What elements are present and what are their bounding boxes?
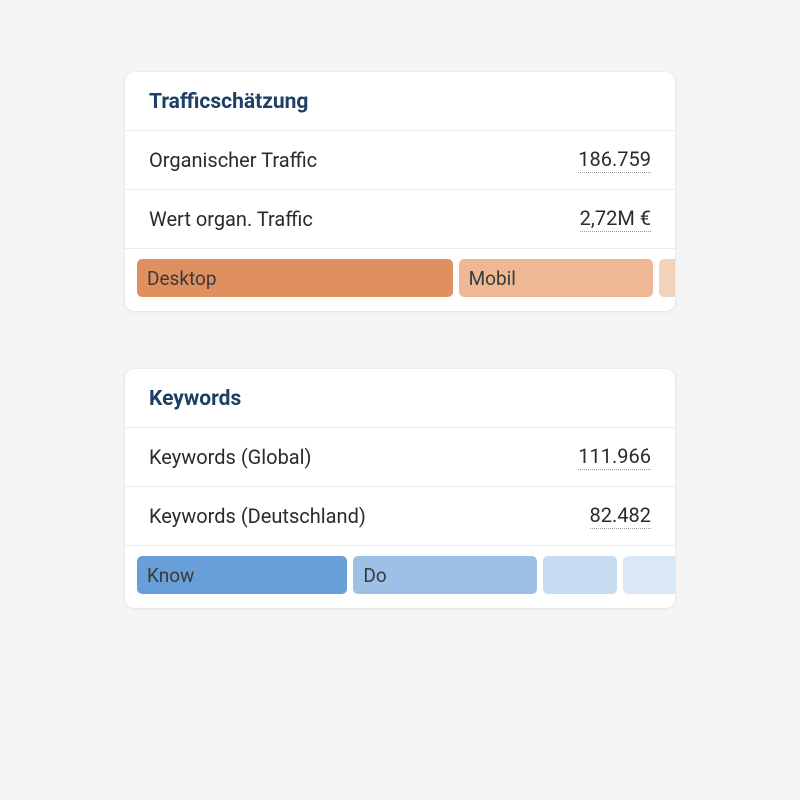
traffic-estimate-card: Trafficschätzung Organischer Traffic 186…	[125, 72, 675, 311]
device-split-bar: DesktopMobil	[125, 249, 675, 311]
bar-segment[interactable]	[623, 556, 675, 594]
metric-row-organic-traffic: Organischer Traffic 186.759	[125, 131, 675, 190]
metric-label: Wert organ. Traffic	[149, 207, 313, 231]
intent-split-bar: KnowDo	[125, 546, 675, 608]
card-title: Trafficschätzung	[149, 90, 651, 114]
metric-row-organic-traffic-value: Wert organ. Traffic 2,72M €	[125, 190, 675, 249]
card-header: Keywords	[125, 369, 675, 428]
metric-label: Keywords (Global)	[149, 445, 312, 469]
metric-value[interactable]: 186.759	[578, 147, 651, 173]
bar-segment-do[interactable]: Do	[353, 556, 537, 594]
bar-segment-know[interactable]: Know	[137, 556, 347, 594]
keywords-card: Keywords Keywords (Global) 111.966 Keywo…	[125, 369, 675, 608]
card-title: Keywords	[149, 387, 651, 411]
card-header: Trafficschätzung	[125, 72, 675, 131]
metric-value[interactable]: 82.482	[590, 503, 651, 529]
bar-segment[interactable]	[543, 556, 617, 594]
metric-value[interactable]: 111.966	[578, 444, 651, 470]
metric-label: Organischer Traffic	[149, 148, 317, 172]
metric-row-keywords-germany: Keywords (Deutschland) 82.482	[125, 487, 675, 546]
bar-segment-desktop[interactable]: Desktop	[137, 259, 453, 297]
bar-segment-mobil[interactable]: Mobil	[459, 259, 654, 297]
metric-label: Keywords (Deutschland)	[149, 504, 366, 528]
metric-row-keywords-global: Keywords (Global) 111.966	[125, 428, 675, 487]
bar-segment[interactable]	[659, 259, 675, 297]
metric-value[interactable]: 2,72M €	[580, 206, 651, 232]
